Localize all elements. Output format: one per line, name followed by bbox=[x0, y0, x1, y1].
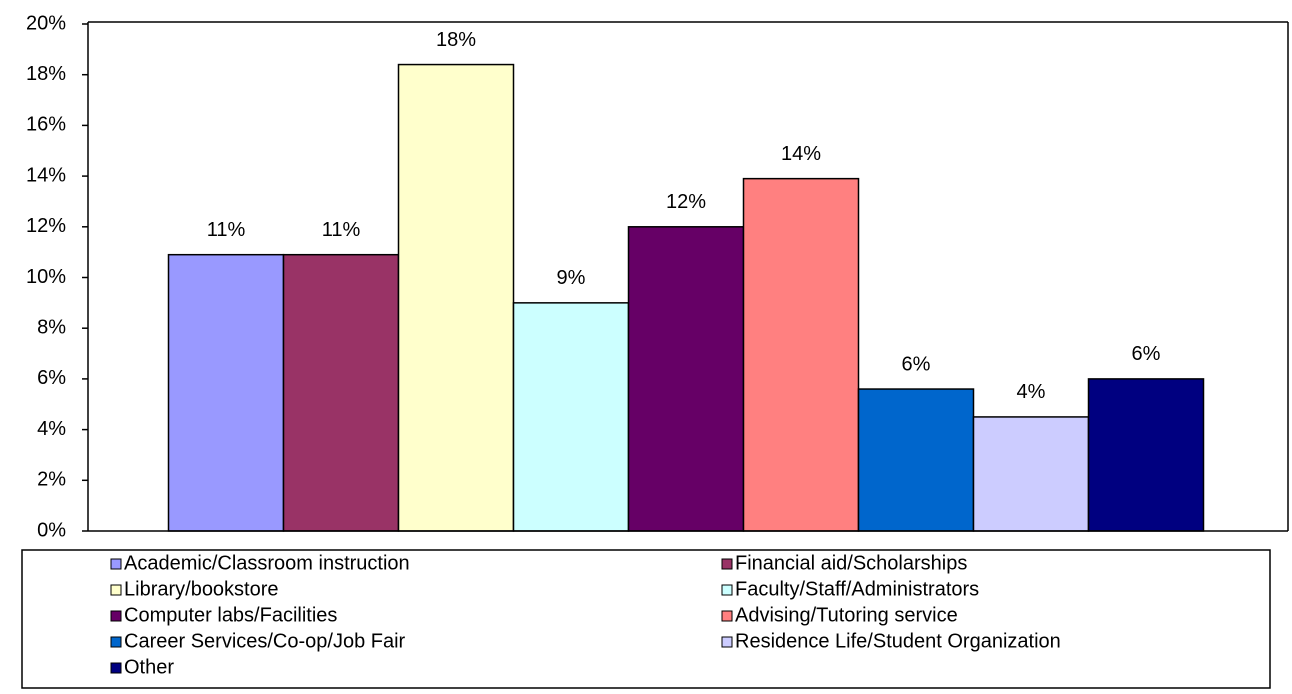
legend-swatch bbox=[110, 558, 122, 570]
legend-label: Advising/Tutoring service bbox=[735, 604, 958, 626]
y-tick-label: 2% bbox=[37, 469, 66, 491]
y-tick-label: 20% bbox=[26, 12, 66, 34]
legend-swatch bbox=[721, 610, 733, 622]
bar bbox=[282, 253, 400, 532]
bar bbox=[512, 302, 630, 532]
legend-box bbox=[21, 549, 1271, 689]
y-tick-label: 6% bbox=[37, 367, 66, 389]
legend-swatch bbox=[721, 584, 733, 596]
bar bbox=[857, 388, 975, 532]
value-label: 11% bbox=[322, 219, 361, 241]
bar bbox=[972, 416, 1090, 532]
value-label: 11% bbox=[207, 219, 246, 241]
legend-swatch bbox=[110, 636, 122, 648]
legend-swatch bbox=[110, 662, 122, 674]
y-tick-label: 12% bbox=[26, 215, 66, 237]
value-label: 18% bbox=[436, 29, 476, 51]
value-label: 4% bbox=[1017, 381, 1046, 403]
value-label: 9% bbox=[557, 267, 586, 289]
legend-label: Computer labs/Facilities bbox=[124, 604, 337, 626]
legend-swatch bbox=[110, 584, 122, 596]
y-tick-label: 0% bbox=[37, 519, 66, 541]
legend-label: Career Services/Co-op/Job Fair bbox=[124, 630, 406, 652]
y-tick-label: 10% bbox=[26, 266, 66, 288]
legend-label: Financial aid/Scholarships bbox=[735, 552, 967, 574]
legend-label: Academic/Classroom instruction bbox=[124, 552, 410, 574]
value-label: 12% bbox=[666, 191, 706, 213]
y-tick-label: 4% bbox=[37, 418, 66, 440]
value-label: 6% bbox=[1132, 343, 1161, 365]
legend-label: Library/bookstore bbox=[124, 578, 279, 600]
legend-label: Faculty/Staff/Administrators bbox=[735, 578, 979, 600]
legend-swatch bbox=[110, 610, 122, 622]
legend-swatch bbox=[721, 636, 733, 648]
y-tick-label: 18% bbox=[26, 63, 66, 85]
bar bbox=[1087, 378, 1205, 532]
legend-swatch bbox=[721, 558, 733, 570]
legend-label: Other bbox=[124, 656, 174, 678]
bar bbox=[627, 226, 745, 532]
bar bbox=[742, 177, 860, 532]
bar bbox=[397, 63, 515, 532]
y-tick-label: 8% bbox=[37, 316, 66, 338]
legend-label: Residence Life/Student Organization bbox=[735, 630, 1061, 652]
bar bbox=[167, 253, 285, 532]
y-tick-label: 16% bbox=[26, 114, 66, 136]
value-label: 14% bbox=[781, 143, 821, 165]
y-tick-label: 14% bbox=[26, 164, 66, 186]
value-label: 6% bbox=[902, 353, 931, 375]
